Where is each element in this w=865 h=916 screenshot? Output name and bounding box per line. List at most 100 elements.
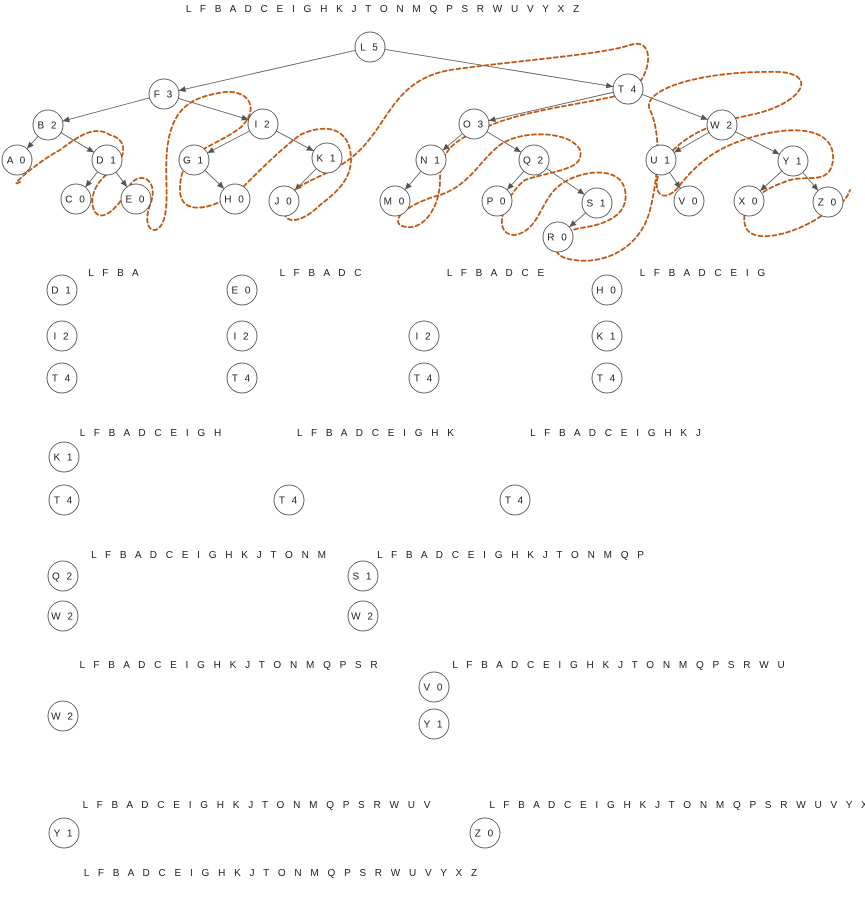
tree-edge-l-t bbox=[384, 49, 614, 89]
node-circle bbox=[812, 186, 844, 218]
traversal-step-5: L F B A D C E I G H K 1 T 4 bbox=[48, 428, 224, 516]
stack-node-label: Z 0 bbox=[475, 829, 495, 840]
stack-node-circle bbox=[226, 274, 258, 306]
traversal-step-9: L F B A D C E I G H K J T O N M Q P S 1 W … bbox=[347, 550, 644, 632]
stack-node-label: T 4 bbox=[414, 374, 434, 385]
tree-node-h: H 0 bbox=[219, 183, 251, 215]
tree-edge-b-d bbox=[60, 132, 95, 153]
stack-node: I 2 bbox=[408, 320, 440, 352]
tree-node-f: F 3 bbox=[148, 78, 180, 110]
tree-node-d: D 1 bbox=[91, 144, 123, 176]
tree-node-e: E 0 bbox=[120, 183, 152, 215]
tree-edge-q-p bbox=[506, 170, 525, 191]
stack-node-circle bbox=[408, 362, 440, 394]
tree-edge-s-r bbox=[569, 212, 586, 228]
stack-node: T 4 bbox=[46, 362, 78, 394]
stack-node-circle bbox=[47, 560, 79, 592]
traversal-step-3: L F B A D C E I 2 T 4 bbox=[408, 268, 544, 394]
stack-node-label: I 2 bbox=[53, 332, 70, 343]
stack-node-label: Y 1 bbox=[54, 829, 75, 840]
node-label: E 0 bbox=[125, 195, 146, 206]
traversal-step-4: L F B A D C E I G H 0 K 1 T 4 bbox=[591, 268, 768, 394]
stack-node-circle bbox=[347, 600, 379, 632]
tree-node-g: G 1 bbox=[178, 144, 210, 176]
tree-node-z: Z 0 bbox=[812, 186, 844, 218]
node-label: M 0 bbox=[384, 197, 407, 208]
step-visited-label: L F B A bbox=[88, 268, 141, 279]
node-circle bbox=[354, 31, 386, 63]
node-circle bbox=[542, 221, 574, 253]
traversal-step-11: L F B A D C E I G H K J T O N M Q P S R … bbox=[418, 660, 787, 740]
tree-node-n: N 1 bbox=[415, 144, 447, 176]
node-label: H 0 bbox=[224, 195, 246, 206]
step-visited-label: L F B A D C E I G bbox=[640, 268, 768, 279]
stack-node-label: K 1 bbox=[596, 332, 617, 343]
stack-node: T 4 bbox=[273, 484, 305, 516]
node-circle bbox=[219, 183, 251, 215]
node-circle bbox=[178, 144, 210, 176]
stack-node-label: T 4 bbox=[54, 496, 74, 507]
stack-node-circle bbox=[273, 484, 305, 516]
traversal-step-7: L F B A D C E I G H K J T 4 bbox=[499, 428, 701, 516]
stack-node-label: V 0 bbox=[423, 683, 444, 694]
tree-edge-k-j bbox=[294, 168, 317, 191]
stack-node: T 4 bbox=[499, 484, 531, 516]
stack-node-circle bbox=[48, 484, 80, 516]
stack-node-label: I 2 bbox=[233, 332, 250, 343]
stack-node-circle bbox=[48, 441, 80, 473]
tree-edge-o-n bbox=[442, 133, 463, 151]
stack-node: Y 1 bbox=[48, 817, 80, 849]
stack-node: K 1 bbox=[591, 320, 623, 352]
node-circle bbox=[518, 144, 550, 176]
tree-node-s: S 1 bbox=[581, 187, 613, 219]
tree-node-i: I 2 bbox=[247, 108, 279, 140]
node-circle bbox=[733, 185, 765, 217]
tree-edge-f-i bbox=[178, 97, 249, 121]
traversal-step-13: L F B A D C E I G H K J T O N M Q P S R … bbox=[469, 800, 865, 849]
stack-node: I 2 bbox=[46, 320, 78, 352]
tree-edge-n-m bbox=[404, 171, 422, 190]
traversal-step-12: L F B A D C E I G H K J T O N M Q P S R … bbox=[48, 800, 430, 849]
stack-node-label: T 4 bbox=[232, 374, 252, 385]
node-label: Z 0 bbox=[818, 198, 838, 209]
node-circle bbox=[91, 144, 123, 176]
step-visited-label: L F B A D C E I G H bbox=[80, 428, 224, 439]
step-visited-label: L F B A D C E I G H K J T O N M Q P S R … bbox=[452, 660, 787, 671]
node-circle bbox=[379, 185, 411, 217]
stack-node-circle bbox=[226, 362, 258, 394]
tree-edge-t-w bbox=[641, 93, 709, 121]
stack-node: T 4 bbox=[408, 362, 440, 394]
stack-node: Y 1 bbox=[418, 708, 450, 740]
node-label: J 0 bbox=[274, 197, 293, 208]
stack-node-circle bbox=[408, 320, 440, 352]
tree-edge-d-c bbox=[85, 171, 98, 188]
node-label: S 1 bbox=[586, 199, 607, 210]
stack-node-circle bbox=[591, 320, 623, 352]
tree-edge-d-e bbox=[115, 171, 128, 188]
node-circle bbox=[148, 78, 180, 110]
stack-node: H 0 bbox=[591, 274, 623, 306]
tree-node-r: R 0 bbox=[542, 221, 574, 253]
stack-node-circle bbox=[46, 362, 78, 394]
traversal-step-10: L F B A D C E I G H K J T O N M Q P S R W… bbox=[47, 660, 380, 732]
tree-edge-f-b bbox=[62, 97, 150, 123]
stack-node: T 4 bbox=[48, 484, 80, 516]
stack-node-label: T 4 bbox=[279, 496, 299, 507]
stack-node-label: I 2 bbox=[415, 332, 432, 343]
tree-node-x: X 0 bbox=[733, 185, 765, 217]
node-label: B 2 bbox=[37, 121, 58, 132]
stack-node-circle bbox=[47, 700, 79, 732]
node-circle bbox=[612, 73, 644, 105]
node-label: O 3 bbox=[463, 120, 485, 131]
tree-node-j: J 0 bbox=[268, 185, 300, 217]
tree-node-u: U 1 bbox=[645, 144, 677, 176]
stack-node-label: T 4 bbox=[597, 374, 617, 385]
node-label: R 0 bbox=[547, 233, 569, 244]
traversal-step-1: L F B A D 1 I 2 T 4 bbox=[46, 268, 141, 394]
traversal-step-14: L F B A D C E I G H K J T O N M Q P S R … bbox=[84, 868, 477, 879]
tree-edge-y-x bbox=[759, 170, 783, 192]
tree-edge-g-h bbox=[204, 170, 225, 189]
node-circle bbox=[645, 144, 677, 176]
step-visited-label: L F B A D C E I G H K J T O N M Q P S R bbox=[79, 660, 380, 671]
